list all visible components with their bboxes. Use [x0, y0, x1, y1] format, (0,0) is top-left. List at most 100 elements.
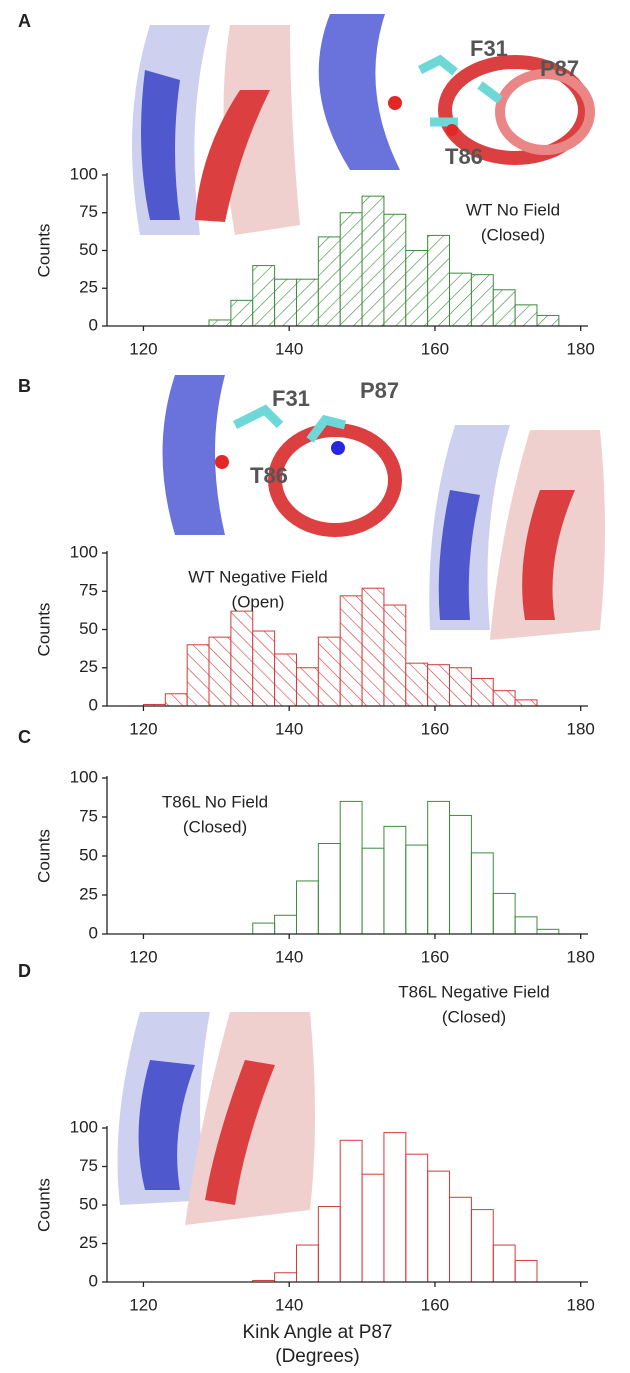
x-tick-label: 180: [567, 1295, 595, 1314]
bar: [317, 843, 341, 935]
bar: [339, 1139, 363, 1283]
bar: [514, 304, 538, 327]
x-axis-label: (Degrees): [275, 1346, 359, 1367]
atom: [331, 441, 345, 455]
bar: [449, 667, 472, 707]
x-tick-label: 120: [129, 719, 157, 738]
bar: [427, 234, 451, 327]
y-tick-label: 100: [70, 164, 98, 183]
bar: [449, 814, 472, 935]
x-tick-label: 180: [567, 719, 595, 738]
y-tick-label: 25: [79, 1233, 98, 1252]
bar: [252, 630, 276, 707]
x-tick-label: 140: [275, 719, 303, 738]
bar: [339, 800, 363, 935]
y-tick-label: 25: [79, 657, 98, 676]
bar: [405, 662, 429, 707]
bar: [295, 667, 319, 707]
x-tick-label: 160: [421, 1295, 449, 1314]
y-tick-label: 75: [79, 806, 98, 825]
y-tick-label: 0: [89, 695, 98, 714]
x-tick-label: 120: [129, 1295, 157, 1314]
bar: [361, 587, 385, 707]
bar: [449, 272, 472, 327]
bar: [405, 844, 429, 935]
bar: [492, 289, 516, 327]
bar: [514, 699, 538, 707]
annotation: T86L Negative Field: [398, 982, 550, 1001]
bar: [208, 636, 232, 707]
protein-d-red: [205, 1060, 275, 1205]
bar: [536, 928, 560, 935]
bar: [274, 278, 297, 327]
atom: [446, 124, 458, 136]
x-tick-label: 160: [421, 719, 449, 738]
y-axis-label: Counts: [34, 224, 53, 278]
y-tick-label: 0: [89, 1271, 98, 1290]
bar: [230, 610, 254, 707]
y-tick-label: 25: [79, 884, 98, 903]
bar: [383, 825, 407, 935]
bar: [470, 677, 494, 707]
bar: [492, 1244, 516, 1283]
y-tick-label: 0: [89, 315, 98, 334]
bar: [536, 314, 560, 327]
bar: [317, 1206, 341, 1283]
bar: [295, 1244, 319, 1283]
residue-label: F31: [272, 386, 310, 411]
y-tick-label: 100: [70, 767, 98, 786]
x-axis-label: Kink Angle at P87: [243, 1322, 393, 1343]
x-tick-label: 160: [421, 947, 449, 966]
bar: [186, 644, 210, 707]
bar: [492, 690, 516, 707]
bar: [427, 1170, 451, 1283]
bar: [383, 1132, 407, 1283]
residue-label: T86: [250, 463, 288, 488]
y-tick-label: 50: [79, 1194, 98, 1213]
bar: [470, 1209, 494, 1283]
protein-a-blue: [141, 70, 180, 220]
bar: [230, 299, 254, 327]
bar: [208, 319, 232, 327]
bar: [514, 916, 538, 935]
bar: [383, 213, 407, 327]
bar: [427, 800, 451, 935]
bar: [274, 1272, 297, 1283]
panel-letter: B: [18, 376, 31, 396]
bar: [427, 664, 451, 707]
protein-b-red: [522, 490, 575, 620]
annotation: (Open): [232, 592, 285, 611]
y-tick-label: 50: [79, 240, 98, 259]
panel-letter: A: [18, 11, 31, 31]
y-axis-label: Counts: [34, 1178, 53, 1232]
atom: [388, 96, 402, 110]
residue-sticks: [232, 404, 347, 443]
x-tick-label: 120: [129, 947, 157, 966]
x-tick-label: 180: [567, 947, 595, 966]
x-tick-label: 160: [421, 339, 449, 358]
bar: [252, 922, 276, 935]
x-tick-label: 180: [567, 339, 595, 358]
bar: [383, 604, 407, 707]
structure-images: [117, 14, 605, 1225]
annotation: WT Negative Field: [188, 567, 328, 586]
y-tick-label: 50: [79, 619, 98, 638]
y-tick-label: 75: [79, 202, 98, 221]
bar: [274, 914, 297, 935]
atom: [215, 455, 229, 469]
bar: [361, 1173, 385, 1283]
annotation: (Closed): [183, 817, 247, 836]
x-tick-label: 140: [275, 1295, 303, 1314]
y-tick-label: 75: [79, 1156, 98, 1175]
helix-red: [495, 69, 595, 155]
helix-blue: [318, 14, 400, 170]
y-tick-label: 0: [89, 923, 98, 942]
y-axis-label: Counts: [34, 603, 53, 657]
helix-blue: [162, 375, 225, 535]
residue-label: P87: [540, 56, 579, 81]
y-tick-label: 75: [79, 581, 98, 600]
bar: [492, 892, 516, 935]
bar: [405, 1153, 429, 1283]
y-tick-label: 100: [70, 1117, 98, 1136]
